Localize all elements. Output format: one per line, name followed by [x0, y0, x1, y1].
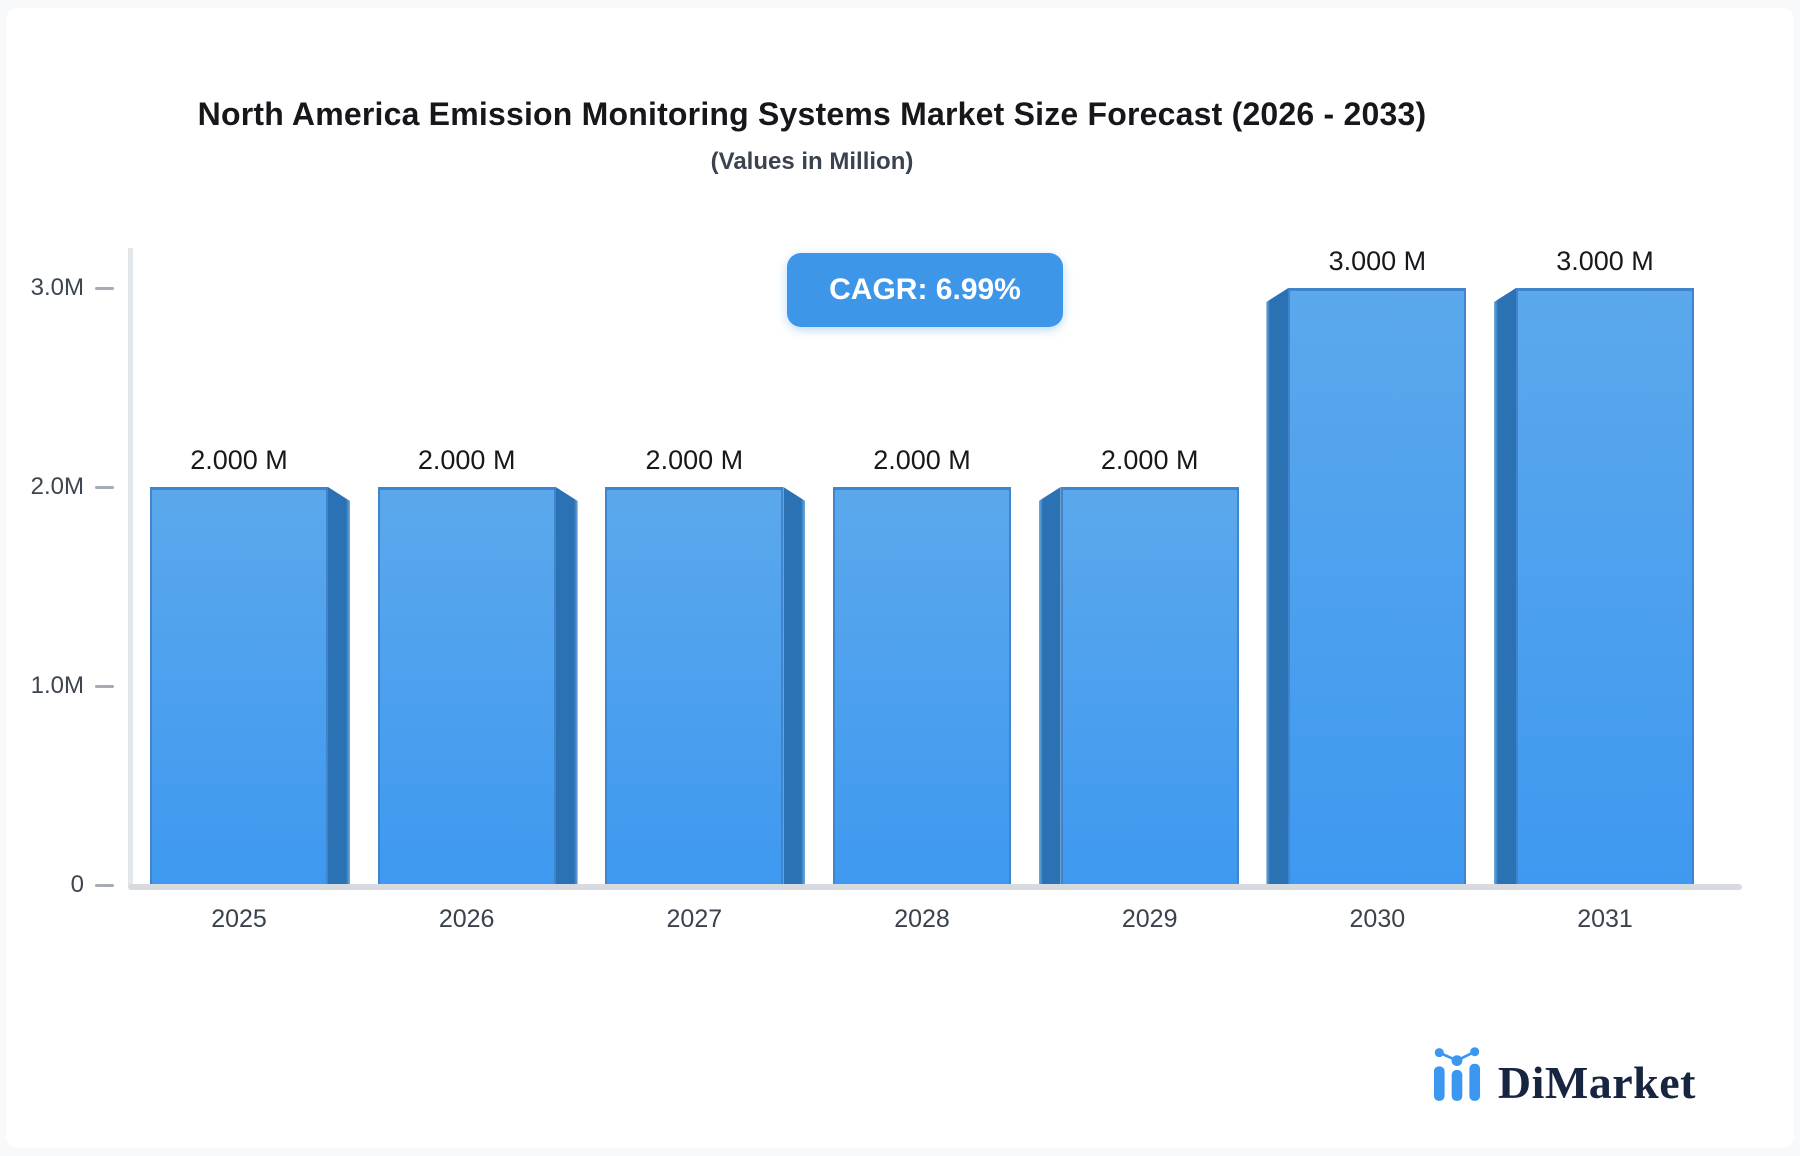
x-axis-tick-label: 2031 — [1577, 905, 1633, 933]
mini-bar-line-chart-icon — [1433, 1047, 1480, 1101]
bar-2031 — [1516, 288, 1695, 885]
x-axis-tick-label: 2025 — [211, 905, 267, 933]
bar-3d-side — [328, 487, 350, 885]
y-axis-tick-mark — [95, 884, 114, 887]
bar-2026 — [377, 487, 556, 885]
bar-2025 — [150, 487, 328, 885]
x-axis-tick-label: 2028 — [894, 905, 950, 933]
chart-subtitle: (Values in Million) — [710, 148, 914, 175]
x-axis-tick-label: 2029 — [1121, 905, 1178, 933]
bar-value-label: 2.000 M — [1100, 445, 1199, 475]
y-axis-tick-label: 0 — [70, 871, 84, 898]
bar-value-label: 2.000 M — [873, 445, 971, 475]
y-axis-tick-mark — [95, 685, 114, 688]
bar-value-label: 3.000 M — [1328, 246, 1427, 276]
bar-3d-side — [1494, 288, 1517, 885]
bar-2027 — [605, 487, 784, 885]
dimarket-logo-text: DiMarket — [1497, 1056, 1696, 1108]
chart-title: North America Emission Monitoring System… — [197, 96, 1427, 132]
y-axis-tick-mark — [95, 486, 114, 489]
bar-3d-side — [1266, 288, 1289, 885]
dimarket-logo: DiMarket — [1430, 1042, 1696, 1108]
bar-2028 — [833, 487, 1011, 885]
bar-value-label: 2.000 M — [190, 445, 288, 475]
y-axis-line — [128, 248, 133, 888]
bar-2029 — [1060, 487, 1239, 885]
y-axis-tick-label: 3.0M — [30, 274, 84, 301]
x-axis-tick-label: 2030 — [1349, 905, 1406, 933]
x-axis-tick-label: 2027 — [666, 905, 723, 933]
y-axis-tick-label: 1.0M — [30, 672, 84, 699]
bar-value-label: 2.000 M — [417, 445, 516, 475]
bar-value-label: 3.000 M — [1556, 246, 1654, 276]
bar-3d-side — [555, 487, 578, 885]
y-axis-tick-label: 2.0M — [30, 473, 84, 500]
bar-3d-side — [1038, 487, 1061, 885]
x-axis-tick-label: 2026 — [438, 905, 495, 933]
bar-value-label: 2.000 M — [645, 445, 744, 475]
x-axis-line — [128, 884, 1742, 890]
bar-3d-side — [783, 487, 806, 885]
cagr-badge: CAGR: 6.99% — [787, 253, 1063, 327]
y-axis-tick-mark — [95, 287, 114, 290]
bar-2030 — [1288, 288, 1467, 885]
